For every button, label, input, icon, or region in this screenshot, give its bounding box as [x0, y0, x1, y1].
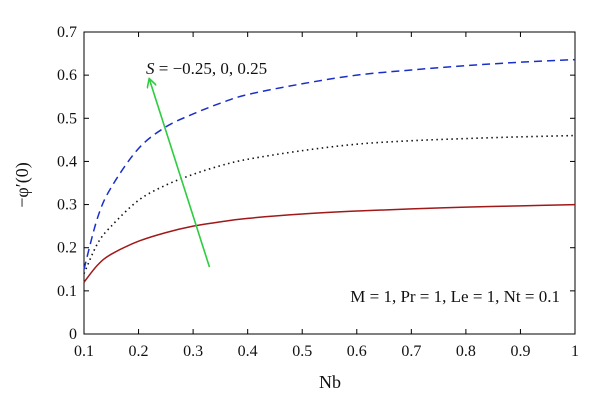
s-annotation: S = −0.25, 0, 0.25 — [146, 59, 267, 78]
y-tick-label: 0.6 — [57, 67, 77, 84]
x-tick-label: 0.1 — [74, 343, 94, 360]
plot-frame — [83, 31, 576, 335]
y-tick-label: 0.2 — [57, 240, 77, 257]
y-tick-label: 0.5 — [57, 110, 77, 127]
x-tick-label: 0.6 — [347, 343, 367, 360]
s-annotation-var: S — [146, 59, 155, 78]
series-layer — [83, 58, 576, 283]
params-annotation: M = 1, Pr = 1, Le = 1, Nt = 0.1 — [350, 287, 560, 306]
x-tick-label: 0.5 — [292, 343, 312, 360]
y-tick-label: 0.4 — [57, 153, 77, 170]
x-tick-label: 0.9 — [510, 343, 530, 360]
trend-arrow — [149, 79, 211, 268]
x-axis-title: Nb — [319, 372, 341, 392]
ticks-layer: 0.1 0.2 0.3 0.4 0.5 0.6 0.7 0.8 0.9 100.10.20.30.… — [57, 24, 579, 360]
y-axis-title: −φ′(0) — [12, 162, 33, 207]
x-tick-label: 1 — [571, 343, 579, 360]
x-tick-label: 0.3 — [183, 343, 203, 360]
y-tick-label: 0 — [69, 326, 77, 343]
s-annotation-values: = −0.25, 0, 0.25 — [155, 59, 268, 78]
series-line-solid — [83, 203, 576, 283]
series-line-dotted — [83, 134, 576, 274]
x-tick-label: 0.4 — [238, 343, 258, 360]
series-line-dashed — [83, 58, 576, 270]
x-tick-label: 0.7 — [401, 343, 421, 360]
y-tick-label: 0.1 — [57, 283, 77, 300]
y-tick-label: 0.7 — [57, 24, 77, 41]
x-tick-label: 0.8 — [456, 343, 476, 360]
y-tick-label: 0.3 — [57, 197, 77, 214]
x-tick-label: 0.2 — [129, 343, 149, 360]
